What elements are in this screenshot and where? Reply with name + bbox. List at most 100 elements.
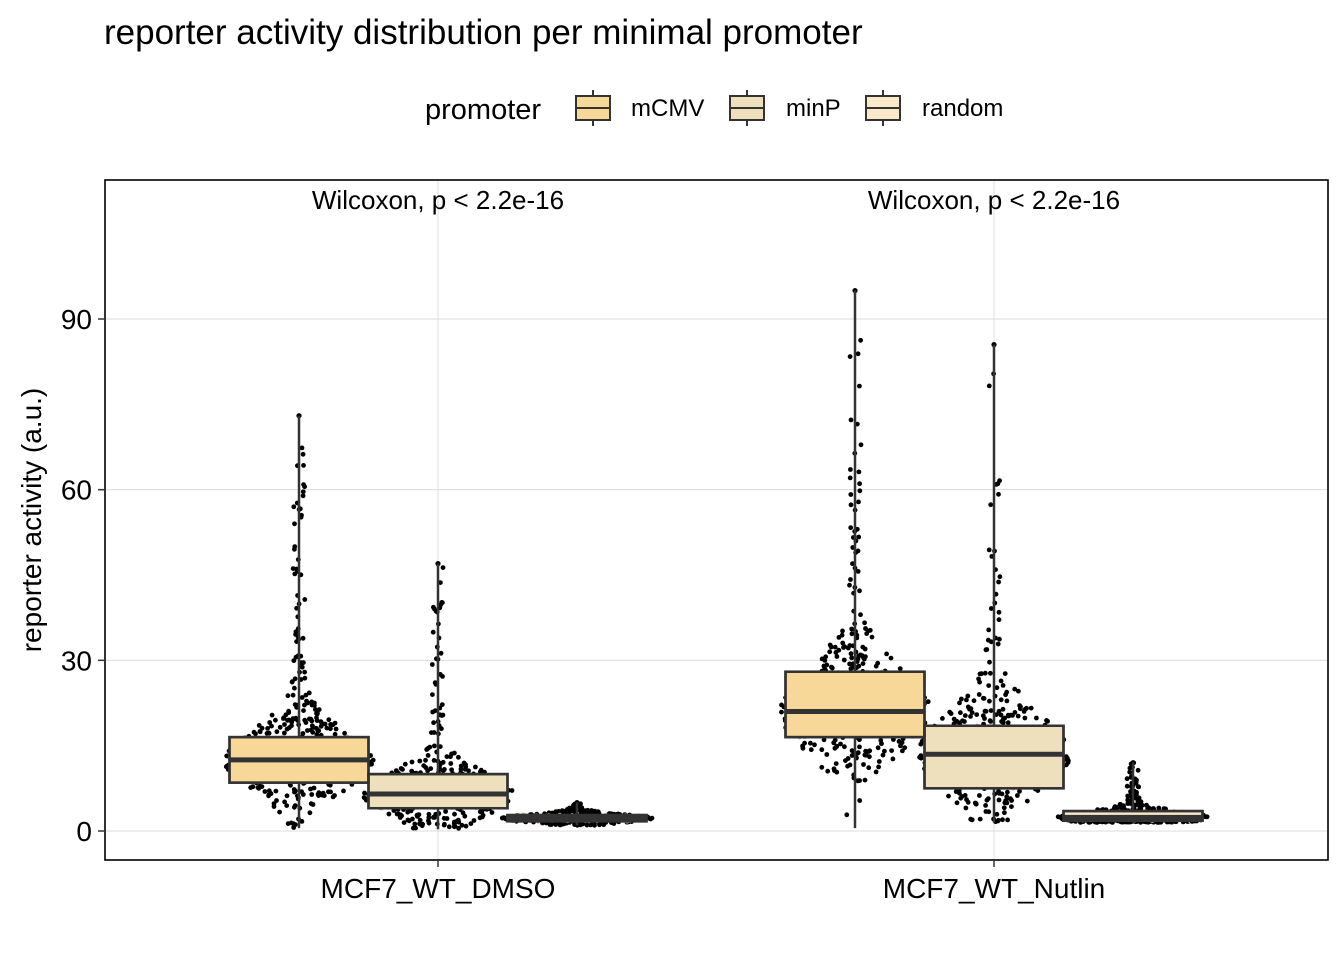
data-point xyxy=(426,811,432,817)
data-point xyxy=(463,823,469,829)
data-point xyxy=(861,762,866,767)
data-point xyxy=(963,805,969,811)
box-outline xyxy=(367,772,509,810)
data-point xyxy=(834,744,839,750)
data-point xyxy=(986,683,992,688)
data-point xyxy=(996,617,1002,623)
data-point xyxy=(320,792,325,798)
data-point xyxy=(840,640,846,646)
box-minP-MCF7_WT_DMSO xyxy=(367,772,509,810)
data-point xyxy=(1005,720,1011,726)
data-point xyxy=(301,708,306,713)
data-point xyxy=(827,649,833,655)
data-point xyxy=(302,669,307,675)
data-point xyxy=(448,754,453,760)
data-point xyxy=(444,754,450,759)
data-point xyxy=(292,571,298,577)
data-point xyxy=(971,698,977,704)
data-point xyxy=(1001,805,1007,811)
data-point xyxy=(443,809,448,814)
data-point xyxy=(292,803,298,808)
data-point xyxy=(1028,705,1034,711)
data-point xyxy=(996,708,1002,714)
data-point xyxy=(996,579,1001,585)
data-point xyxy=(862,777,868,783)
data-point xyxy=(452,811,457,817)
data-point xyxy=(996,797,1002,803)
data-point xyxy=(410,825,416,831)
data-point xyxy=(442,821,447,827)
data-point xyxy=(455,817,461,823)
data-point xyxy=(962,719,967,724)
data-point xyxy=(1004,796,1010,801)
data-point xyxy=(1004,698,1010,704)
data-point xyxy=(878,738,884,743)
data-point xyxy=(840,628,845,634)
data-point xyxy=(996,817,1001,823)
data-point xyxy=(292,685,297,691)
data-point xyxy=(986,383,992,389)
data-point xyxy=(333,726,339,732)
data-point xyxy=(269,723,274,729)
data-point xyxy=(251,729,257,735)
data-point xyxy=(458,763,464,769)
data-point xyxy=(301,660,306,665)
data-point xyxy=(274,798,279,803)
data-point xyxy=(405,817,411,823)
data-point xyxy=(398,766,404,771)
data-point xyxy=(962,713,968,718)
data-point xyxy=(478,767,484,773)
data-point xyxy=(890,756,896,762)
data-point xyxy=(1005,789,1010,795)
data-point xyxy=(256,723,262,728)
legend: promoter mCMV minP random xyxy=(425,90,1003,126)
data-point xyxy=(876,759,882,764)
data-point xyxy=(468,821,474,826)
data-point xyxy=(812,742,817,748)
data-point xyxy=(299,664,305,670)
data-point xyxy=(865,628,871,634)
data-point xyxy=(281,716,286,721)
data-point xyxy=(986,627,992,633)
data-point xyxy=(302,484,307,490)
data-point xyxy=(429,730,434,735)
data-point xyxy=(998,678,1004,684)
data-point xyxy=(987,659,992,665)
data-point xyxy=(432,708,438,714)
data-point xyxy=(440,565,446,570)
data-point xyxy=(847,475,853,481)
data-point xyxy=(362,790,367,796)
data-point xyxy=(567,805,573,811)
data-point xyxy=(988,502,994,508)
wilcoxon-annotation: Wilcoxon, p < 2.2e-16 xyxy=(868,185,1120,215)
data-point xyxy=(925,699,931,705)
data-point xyxy=(430,629,436,635)
data-point xyxy=(409,759,415,765)
data-point xyxy=(315,710,320,716)
data-point xyxy=(289,723,294,729)
data-point xyxy=(471,818,477,823)
data-point xyxy=(1045,718,1050,724)
data-point xyxy=(402,761,408,767)
data-point xyxy=(432,743,437,749)
data-point xyxy=(291,658,297,664)
data-point xyxy=(994,685,1000,691)
legend-title: promoter xyxy=(425,94,541,126)
data-point xyxy=(983,708,989,714)
data-point xyxy=(277,724,283,730)
data-point xyxy=(857,798,863,803)
data-point xyxy=(860,661,866,666)
data-point xyxy=(292,544,298,549)
data-point xyxy=(412,821,418,827)
data-point xyxy=(262,789,268,794)
data-point xyxy=(819,764,825,770)
data-point xyxy=(829,665,835,671)
data-point xyxy=(848,651,854,657)
data-point xyxy=(466,768,471,774)
data-point xyxy=(313,707,318,712)
data-point xyxy=(979,671,984,677)
data-point xyxy=(489,810,495,815)
data-point xyxy=(850,561,855,567)
data-point xyxy=(856,653,862,659)
data-point xyxy=(997,574,1003,580)
